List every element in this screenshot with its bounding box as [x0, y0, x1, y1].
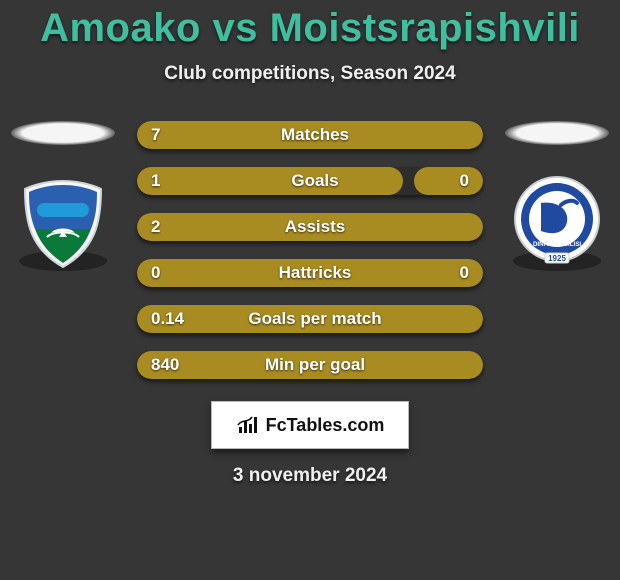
value-left: 840	[137, 351, 193, 379]
fill-left	[137, 213, 483, 241]
right-team-column: DINAMO TBILISI • • • • • 1925	[502, 121, 612, 275]
club-badge-icon: DINAMO TBILISI • • • • • 1925	[507, 175, 607, 275]
stat-row: 00Hattricks	[137, 259, 483, 287]
badge-team-name: DINAMO TBILISI	[533, 241, 581, 248]
value-left: 0.14	[137, 305, 198, 333]
badge-year: 1925	[548, 254, 566, 263]
fill-left	[137, 259, 483, 287]
halo-left	[11, 121, 115, 145]
fill-left	[137, 167, 403, 195]
value-left: 7	[137, 121, 174, 149]
shield-icon	[13, 175, 113, 275]
brand-box[interactable]: FcTables.com	[211, 401, 409, 449]
value-left: 1	[137, 167, 174, 195]
stat-row: 2Assists	[137, 213, 483, 241]
brand-text: FcTables.com	[266, 415, 385, 436]
value-right: 0	[446, 167, 483, 195]
stats-icon	[236, 413, 260, 437]
fill-left	[137, 121, 483, 149]
badge-top-text: • • • • •	[549, 191, 565, 197]
page-date: 3 november 2024	[0, 465, 620, 487]
value-left: 2	[137, 213, 174, 241]
left-team-crest	[13, 175, 113, 275]
value-left: 0	[137, 259, 174, 287]
page-subtitle: Club competitions, Season 2024	[0, 63, 620, 85]
right-team-crest: DINAMO TBILISI • • • • • 1925	[507, 175, 607, 275]
value-right: 0	[446, 259, 483, 287]
stat-row: 10Goals	[137, 167, 483, 195]
halo-right	[505, 121, 609, 145]
comparison-arena: DINAMO TBILISI • • • • • 1925 7Matches 1 0…	[0, 121, 620, 379]
page-title: Amoako vs Moistsrapishvili	[0, 0, 620, 51]
stat-row: 840Min per goal	[137, 351, 483, 379]
stat-bars: 7Matches10Goals2Assists00Hattricks0.14Go…	[137, 121, 483, 379]
left-team-column	[8, 121, 118, 275]
stat-row: 0.14Goals per match	[137, 305, 483, 333]
stat-row: 7Matches	[137, 121, 483, 149]
